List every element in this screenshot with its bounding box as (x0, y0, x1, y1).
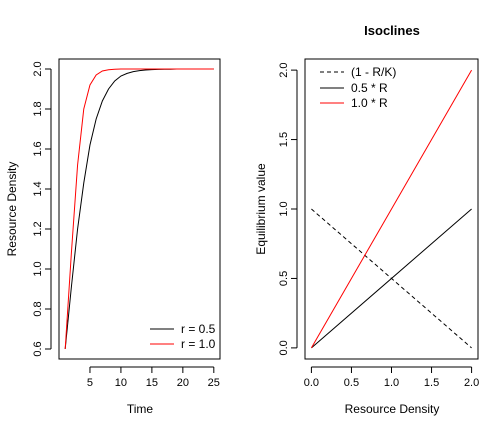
x-tick-label: 5 (87, 377, 93, 389)
series-lines-left (64, 68, 214, 350)
x-tick-label: 15 (146, 377, 158, 389)
legend-left: r = 0.5 r = 1.0 (150, 322, 216, 351)
plot-frame-left (58, 58, 221, 360)
x-tick-label: 10 (115, 377, 127, 389)
series-line-r1 (64, 68, 214, 350)
y-tick-label: 1.4 (32, 181, 44, 196)
y-tick-label: 1.0 (32, 261, 44, 276)
x-tick-label: 1.0 (384, 377, 399, 389)
legend-label-r05: r = 0.5 (181, 322, 216, 336)
y-axis-left: 0.6 0.8 1.0 1.2 1.4 1.6 1.8 2.0 (32, 61, 52, 357)
x-axis-right: 0.0 0.5 1.0 1.5 2.0 (304, 366, 479, 389)
y-tick-label: 0.5 (278, 271, 290, 286)
x-tick-label: 20 (177, 377, 189, 389)
legend-label-one-minus-r-over-k: (1 - R/K) (351, 65, 396, 79)
y-tick-label: 1.6 (32, 141, 44, 156)
x-tick-label: 25 (208, 377, 220, 389)
legend-label-full-r: 1.0 * R (351, 96, 388, 110)
y-tick-label: 2.0 (32, 61, 44, 76)
x-tick-label: 1.5 (424, 377, 439, 389)
y-tick-label: 1.8 (32, 101, 44, 116)
chart-title-right: Isoclines (364, 23, 420, 38)
series-lines-right (310, 69, 473, 349)
legend-right: (1 - R/K) 0.5 * R 1.0 * R (320, 65, 396, 110)
y-tick-label: 1.0 (278, 201, 290, 216)
series-line-iso2 (310, 69, 473, 349)
y-tick-label: 0.0 (278, 340, 290, 355)
x-tick-label: 0.0 (304, 377, 319, 389)
legend-label-r10: r = 1.0 (181, 337, 216, 351)
x-tick-label: 2.0 (464, 377, 479, 389)
y-axis-title-left: Resource Density (5, 162, 19, 257)
y-axis-right: 0.0 0.5 1.0 1.5 2.0 (278, 62, 298, 356)
y-tick-label: 2.0 (278, 62, 290, 77)
time-series-panel: 5 10 15 20 25 0.60.81.01.21.41.61.82.0 Time … (5, 58, 221, 416)
y-tick-label: 1.5 (278, 132, 290, 147)
y-axis-title-right: Equilibrium value (254, 163, 268, 255)
series-line-r0 (64, 68, 214, 350)
legend-label-half-r: 0.5 * R (351, 81, 388, 95)
series-line-iso1 (311, 208, 472, 349)
x-tick-label: 0.5 (344, 377, 359, 389)
isoclines-panel: Isoclines 0.0 0.5 1.0 1.5 2.0 0.0 0.5 1.0 1.5 2.… (254, 23, 479, 416)
y-tick-label: 0.6 (32, 341, 44, 356)
x-axis-title-right: Resource Density (345, 402, 440, 416)
x-axis-left: 5 10 15 20 25 (87, 366, 220, 389)
plot-frame-right (304, 58, 479, 360)
y-tick-label: 1.2 (32, 221, 44, 236)
y-tick-label: 0.8 (32, 301, 44, 316)
x-axis-title-left: Time (127, 402, 154, 416)
